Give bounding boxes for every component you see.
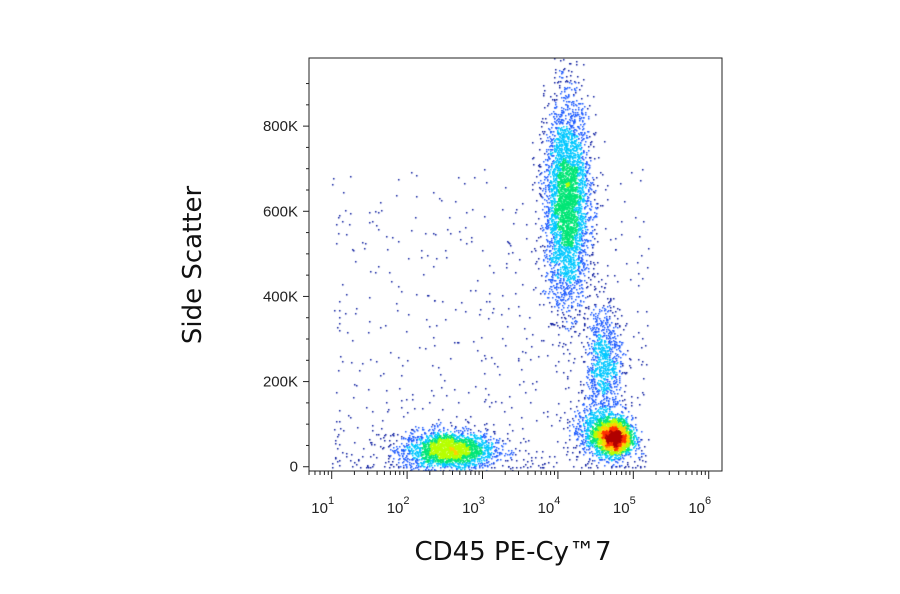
x-tick-label: 102 bbox=[387, 495, 410, 517]
y-tick-label: 0 bbox=[290, 459, 298, 476]
x-tick-label: 105 bbox=[613, 495, 636, 517]
x-tick-base: 10 bbox=[538, 500, 555, 517]
y-tick-label: 600K bbox=[263, 203, 298, 220]
x-tick-label: 106 bbox=[688, 495, 711, 517]
x-axis-label: CD45 PE-Cy™7 bbox=[414, 537, 611, 567]
y-axis-ticks: 0 200K 400K 600K 800K bbox=[263, 83, 309, 476]
x-tick-exponent: 2 bbox=[403, 495, 409, 507]
x-axis-ticks: 101 102 103 104 105 106 bbox=[308, 471, 711, 517]
y-tick-label: 400K bbox=[263, 288, 298, 305]
x-tick-base: 10 bbox=[613, 500, 630, 517]
x-tick-label: 101 bbox=[311, 495, 334, 517]
event-density-dots bbox=[309, 58, 722, 471]
y-tick-label: 800K bbox=[263, 118, 298, 135]
x-tick-exponent: 3 bbox=[479, 495, 485, 507]
x-tick-exponent: 5 bbox=[630, 495, 636, 507]
x-tick-label: 104 bbox=[538, 495, 561, 517]
x-tick-base: 10 bbox=[688, 500, 705, 517]
y-axis-label: Side Scatter bbox=[178, 186, 208, 345]
plot-frame bbox=[308, 57, 723, 472]
x-tick-exponent: 4 bbox=[554, 495, 560, 507]
x-tick-label: 103 bbox=[462, 495, 485, 517]
x-tick-base: 10 bbox=[462, 500, 479, 517]
x-tick-exponent: 6 bbox=[705, 495, 711, 507]
x-tick-base: 10 bbox=[311, 500, 328, 517]
x-tick-exponent: 1 bbox=[328, 495, 334, 507]
y-tick-label: 200K bbox=[263, 374, 298, 391]
x-tick-base: 10 bbox=[387, 500, 404, 517]
